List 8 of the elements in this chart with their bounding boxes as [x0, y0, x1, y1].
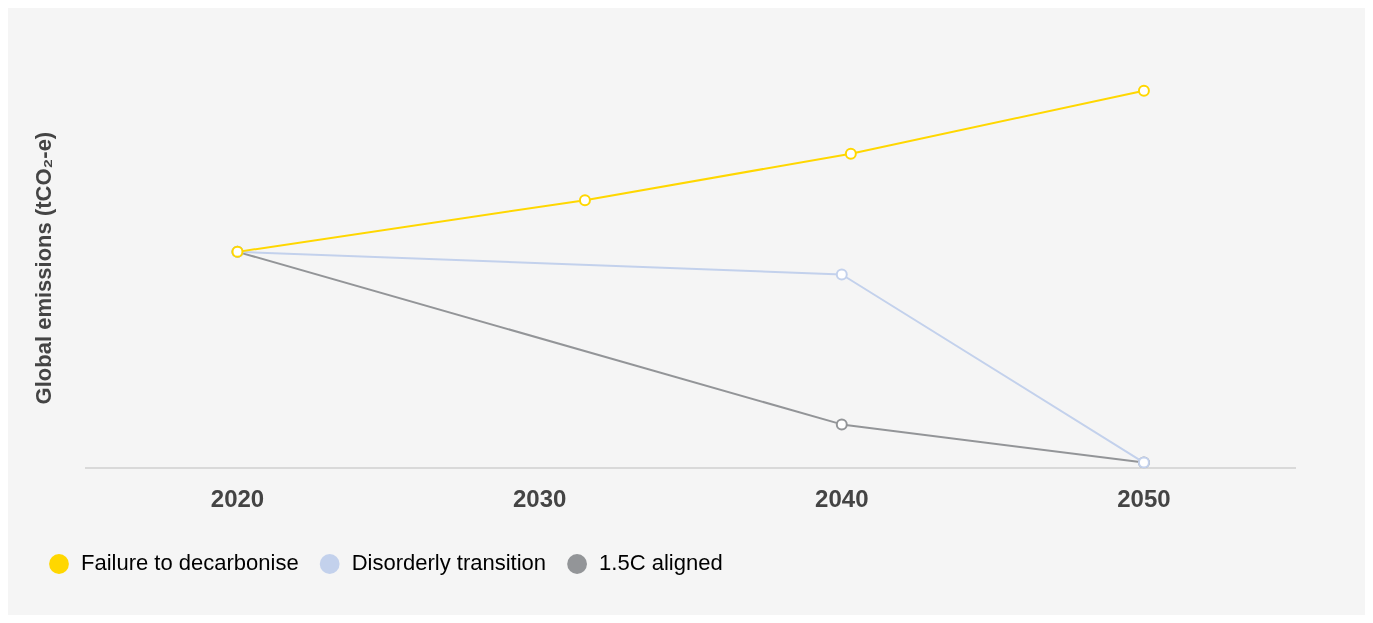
x-tick-label: 2020 — [210, 485, 265, 513]
legend-label: Disorderly transition — [351, 550, 547, 576]
legend-label: Failure to decarbonise — [81, 550, 299, 576]
x-tick-label: 2030 — [512, 485, 567, 513]
x-tick-label: 2040 — [815, 485, 869, 513]
y-axis-title: Global emissions (tCO₂-e) — [31, 131, 57, 405]
legend-label: 1.5C aligned — [599, 550, 723, 576]
x-tick-label: 2050 — [1117, 485, 1171, 513]
